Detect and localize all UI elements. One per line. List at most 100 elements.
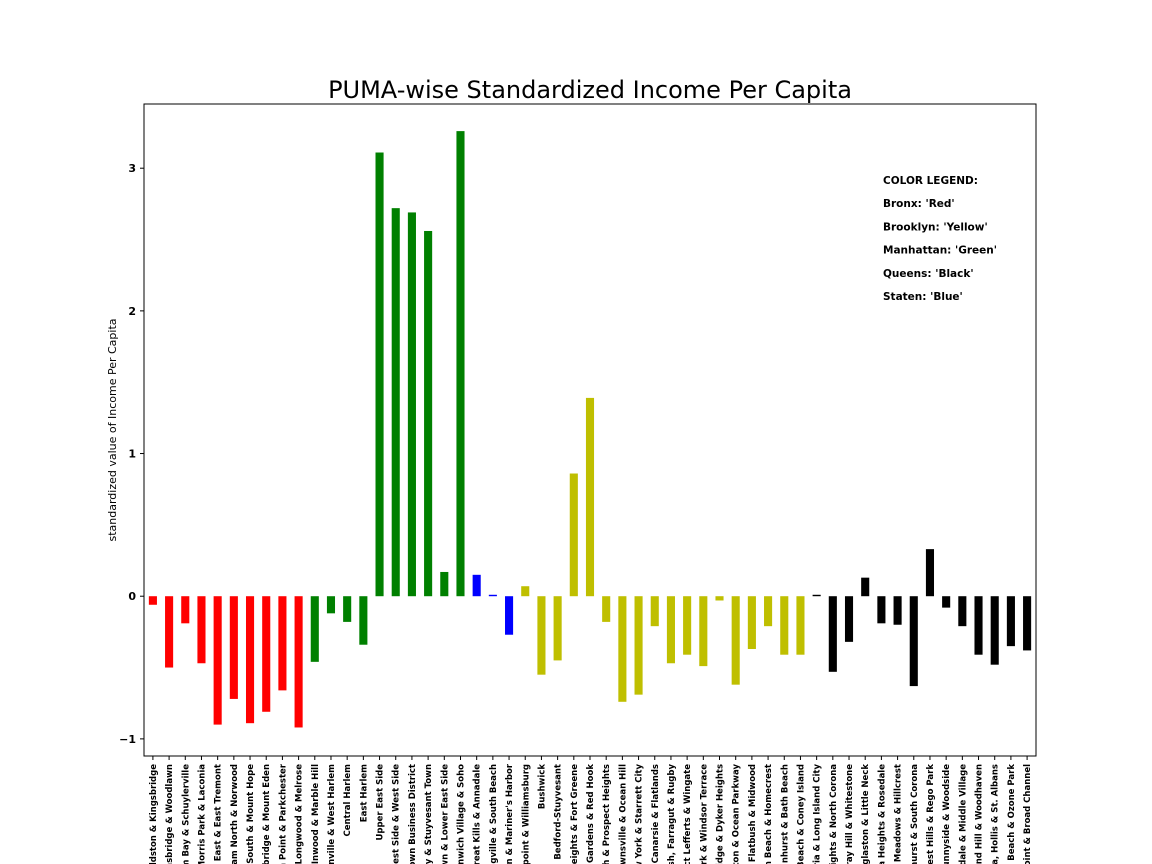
bar: [812, 594, 821, 597]
legend-entry: COLOR LEGEND:: [883, 175, 978, 187]
bar: [488, 594, 497, 597]
bar: [780, 596, 789, 655]
y-ticks-group: −1 0 1 2 3: [119, 162, 144, 746]
bar: [343, 596, 352, 622]
x-tick-label: town Business District: [408, 764, 418, 864]
x-tick-label: ownsville & Ocean Hill: [618, 764, 628, 864]
x-tick-label: Upper East Side: [376, 764, 386, 841]
x-tick-label: h Meadows & Hillcrest: [894, 764, 904, 864]
x-tick-label: own & Lower East Side: [440, 764, 450, 864]
x-tick-label: k East & East Tremont: [214, 764, 224, 864]
y-tick-label: 1: [128, 448, 136, 461]
bar: [909, 596, 918, 687]
bar: [148, 596, 157, 605]
x-tick-label: unnyside & Woodside: [942, 764, 952, 864]
x-tick-label: nd Hill & Woodhaven: [975, 764, 985, 864]
bar: [391, 208, 400, 597]
y-tick-label: 0: [128, 590, 136, 603]
bar: [634, 596, 643, 695]
bar: [456, 131, 465, 597]
x-tick-label: nsbridge & Woodlawn: [165, 764, 175, 864]
x-ticks-group: eldston & Kingsbridge nsbridge & Woodlawn…: [149, 756, 1033, 864]
y-tick-label: 2: [128, 305, 136, 318]
x-tick-label: Heights & Fort Greene: [570, 764, 580, 864]
bar: [764, 596, 773, 627]
bar: [828, 596, 837, 672]
x-tick-label: ham North & Norwood: [230, 764, 240, 864]
bar: [618, 596, 627, 702]
x-tick-label: Point & Broad Channel: [1023, 764, 1033, 864]
bar: [877, 596, 886, 624]
x-tick-label: a, Hollis & St. Albans: [991, 764, 1001, 864]
x-tick-label: Heights & North Corona: [829, 764, 839, 864]
bar: [569, 473, 578, 597]
bar: [294, 596, 303, 728]
bar: [326, 596, 336, 614]
bar: [553, 596, 562, 661]
legend-entry: Manhattan: 'Green': [883, 245, 997, 257]
x-tick-label: Bedford-Stuyvesant: [554, 764, 564, 860]
y-axis-label: standardized value of Income Per Capita: [106, 318, 119, 541]
bar: [844, 596, 854, 642]
x-tick-label: m Bay & Schuylerville: [181, 764, 191, 864]
x-tick-label: Central Harlem: [343, 764, 353, 837]
bars-group: [148, 131, 1032, 728]
x-tick-label: ark & Windsor Terrace: [699, 764, 709, 864]
x-tick-label: n Beach & Homecrest: [764, 764, 774, 864]
x-tick-label: npoint & Williamsburg: [521, 764, 531, 864]
bar: [245, 596, 255, 724]
x-tick-label: Great Kills & Annadale: [473, 764, 483, 864]
bar: [213, 596, 222, 725]
x-tick-label: on & Mariner's Harbor: [505, 763, 515, 864]
bar: [310, 596, 319, 662]
x-tick-label: Flatbush & Midwood: [748, 764, 758, 862]
bar: [715, 596, 724, 601]
bar: [440, 571, 449, 597]
x-tick-label: ngville & South Beach: [489, 764, 499, 864]
bar: [699, 596, 708, 667]
bar: [537, 596, 546, 675]
plot-frame: [143, 103, 1037, 757]
bar: [925, 549, 935, 597]
bar: [424, 230, 433, 597]
bar: [990, 596, 999, 665]
bar: [375, 152, 384, 597]
x-tick-label: Bushwick: [537, 764, 547, 809]
x-tick-label: anville & West Harlem: [327, 764, 337, 864]
x-tick-label: , Inwood & Marble Hill: [311, 764, 321, 864]
y-tick-label: 3: [128, 162, 136, 175]
x-tick-label: ct Lefferts & Wingate: [683, 764, 693, 864]
bar: [229, 596, 238, 699]
bar: [861, 577, 870, 597]
x-tick-label: enwich Village & Soho: [456, 764, 466, 864]
bar: [974, 596, 983, 655]
x-tick-label: cy & Stuyvesant Town: [424, 764, 434, 864]
x-tick-label: rray Hill & Whitestone: [845, 764, 855, 864]
bar: [278, 596, 287, 691]
x-tick-label: a Heights & Rosedale: [877, 764, 887, 864]
x-tick-label: Beach & Coney Island: [796, 764, 806, 864]
x-tick-label: nhurst & Bath Beach: [780, 764, 790, 863]
x-tick-label: nbridge & Mount Eden: [262, 764, 272, 864]
x-tick-label: n Point & Parkchester: [278, 763, 288, 864]
legend-entry: Brooklyn: 'Yellow': [883, 221, 988, 233]
bar: [359, 596, 368, 645]
bar: [602, 596, 611, 622]
bar: [165, 596, 174, 668]
x-tick-label: West Side & West Side: [392, 764, 402, 864]
bar: [472, 574, 481, 597]
y-tick-label: −1: [119, 733, 136, 746]
x-tick-label: gton & Ocean Parkway: [732, 764, 742, 864]
bar: [181, 596, 190, 624]
x-tick-label: nhurst & South Corona: [910, 764, 920, 864]
x-tick-label: Canarsie & Flatlands: [651, 764, 661, 863]
legend-entry: Queens: 'Black': [883, 268, 974, 280]
x-tick-label: n South & Mount Hope: [246, 764, 256, 864]
x-tick-label: est Hills & Rego Park: [926, 764, 936, 864]
bar: [262, 596, 271, 712]
bar: [958, 596, 967, 627]
x-tick-label: Morris Park & Laconia: [197, 764, 207, 864]
bar: [1006, 596, 1015, 647]
bar: [731, 596, 740, 685]
